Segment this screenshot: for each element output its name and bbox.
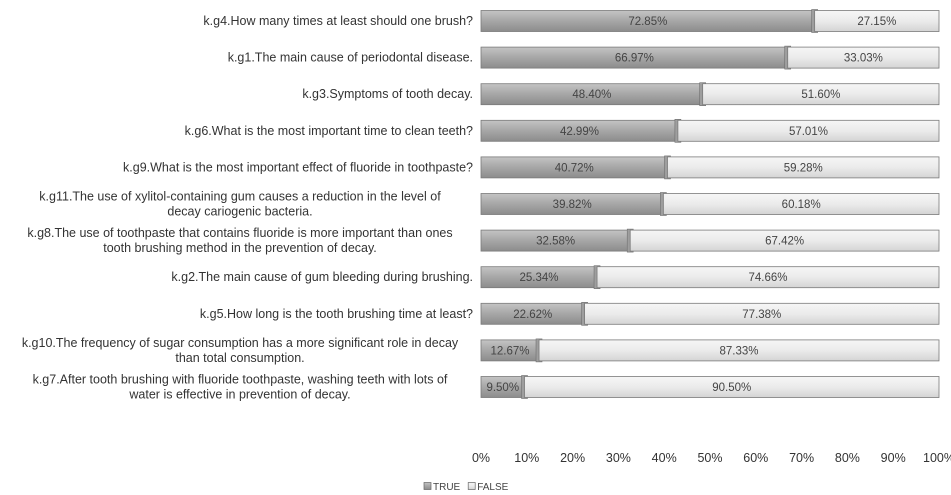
legend-swatch-false — [467, 482, 476, 490]
data-label: 51.60% — [801, 89, 840, 101]
bar-false — [662, 193, 940, 215]
bar-false — [524, 376, 940, 398]
x-tick-label: 70% — [789, 451, 814, 465]
data-label: 60.18% — [782, 199, 821, 211]
category-labels: k.g4.How many times at least should one … — [22, 14, 473, 402]
data-label: 12.67% — [491, 345, 530, 357]
category-label: k.g1.The main cause of periodontal disea… — [228, 51, 473, 65]
data-label: 32.58% — [536, 236, 575, 248]
data-label: 90.50% — [712, 382, 751, 394]
category-label: water is effective in prevention of deca… — [128, 388, 350, 402]
category-label: k.g4.How many times at least should one … — [203, 14, 473, 28]
bar-false — [629, 229, 940, 252]
legend: TRUE FALSE — [423, 482, 509, 493]
bar-false — [596, 266, 940, 289]
category-label: k.g8.The use of toothpaste that contains… — [27, 226, 452, 240]
x-tick-label: 100% — [923, 451, 951, 465]
x-tick-label: 40% — [652, 451, 677, 465]
bar-false — [677, 119, 940, 142]
category-label: k.g9.What is the most important effect o… — [123, 160, 473, 174]
data-label: 39.82% — [553, 199, 592, 211]
x-tick-label: 20% — [560, 451, 585, 465]
category-label: decay cariogenic bacteria. — [167, 205, 312, 219]
data-label: 9.50% — [486, 382, 519, 394]
x-tick-label: 10% — [514, 451, 539, 465]
x-tick-label: 60% — [743, 451, 768, 465]
bar-false — [814, 10, 940, 32]
data-label: 57.01% — [789, 126, 828, 138]
data-label: 40.72% — [555, 162, 594, 174]
data-label: 66.97% — [615, 53, 654, 65]
category-label: k.g5.How long is the tooth brushing time… — [200, 307, 473, 321]
category-label: k.g2.The main cause of gum bleeding duri… — [171, 270, 473, 284]
category-label: k.g7.After tooth brushing with fluoride … — [33, 373, 448, 387]
data-label: 27.15% — [857, 16, 896, 28]
data-label: 22.62% — [513, 309, 552, 321]
data-label: 72.85% — [628, 16, 667, 28]
x-axis-ticks: 0% 10% 20% 30% 40% 50% 60% 70% 80% 90% 100% — [472, 451, 951, 465]
data-label: 74.66% — [749, 272, 788, 284]
data-label: 42.99% — [560, 126, 599, 138]
legend-label-false: FALSE — [477, 482, 508, 493]
x-tick-label: 0% — [472, 451, 490, 465]
x-tick-label: 90% — [881, 451, 906, 465]
data-label: 25.34% — [520, 272, 559, 284]
bar-false — [667, 156, 940, 179]
data-label: 77.38% — [742, 309, 781, 321]
category-label: k.g3.Symptoms of tooth decay. — [302, 87, 473, 101]
legend-label-true: TRUE — [433, 482, 461, 493]
category-label: k.g10.The frequency of sugar consumption… — [22, 336, 459, 350]
bar-false — [787, 46, 940, 69]
x-tick-label: 80% — [835, 451, 860, 465]
category-label: tooth brushing method in the prevention … — [103, 241, 377, 255]
x-tick-label: 30% — [606, 451, 631, 465]
bar-false — [584, 302, 940, 325]
bar-false — [538, 339, 940, 362]
data-label: 67.42% — [765, 236, 804, 248]
category-label: than total consumption. — [175, 351, 304, 365]
x-tick-label: 50% — [697, 451, 722, 465]
bars — [480, 9, 940, 399]
category-label: k.g11.The use of xylitol-containing gum … — [39, 190, 441, 204]
data-label: 87.33% — [720, 345, 759, 357]
data-label: 48.40% — [572, 89, 611, 101]
value-labels: 72.85% 27.15% 66.97% 33.03% 48.40% 51.60% 42.9… — [486, 16, 896, 394]
bar-false — [702, 83, 940, 106]
legend-swatch-true — [423, 482, 432, 490]
category-label: k.g6.What is the most important time to … — [185, 124, 473, 138]
data-label: 33.03% — [844, 53, 883, 65]
data-label: 59.28% — [784, 162, 823, 174]
